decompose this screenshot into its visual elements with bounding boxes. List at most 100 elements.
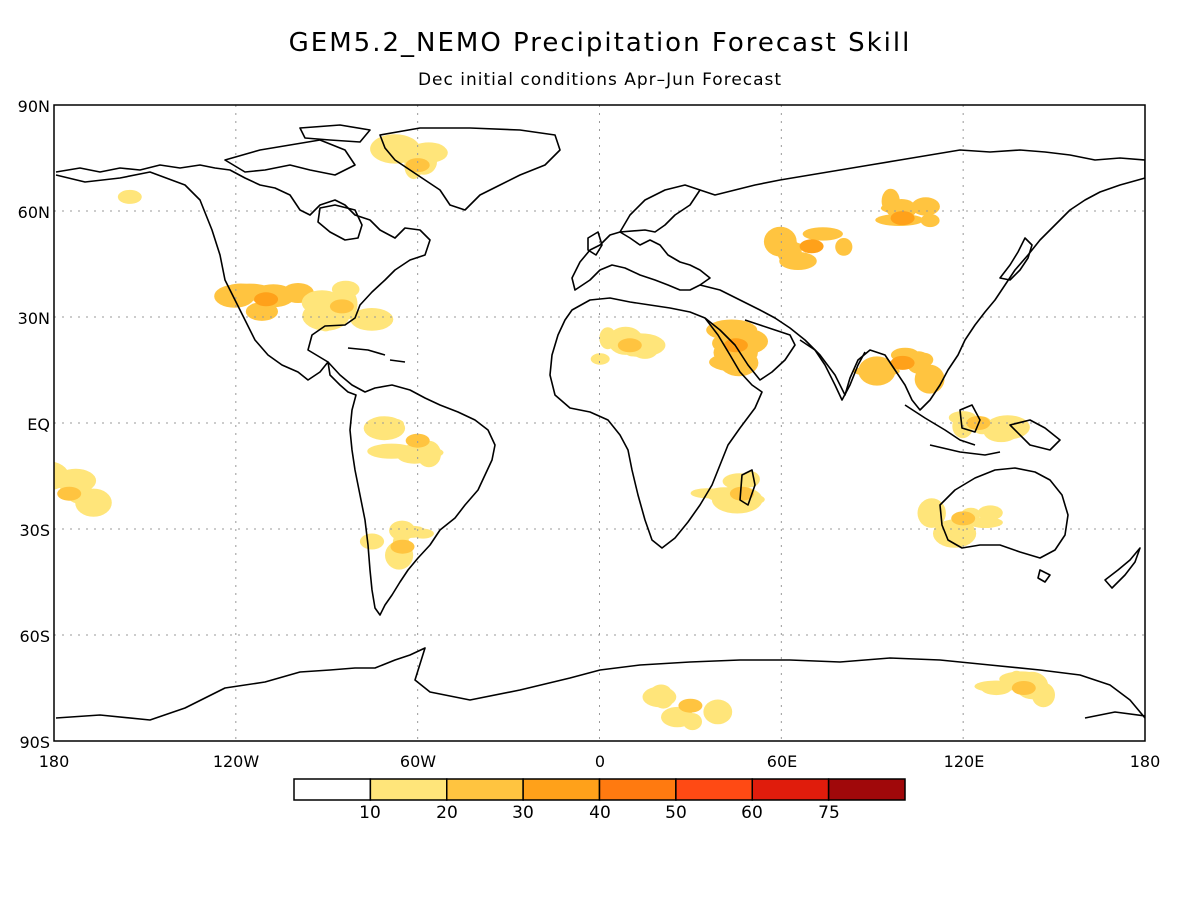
latitude-labels: 90N 60N 30N EQ 30S 60S 90S [18, 97, 50, 752]
europe-coast [571, 231, 711, 291]
skill-patch-core [329, 299, 354, 314]
arctic-islands-coast [224, 139, 356, 176]
madagascar-coast [739, 469, 756, 506]
lon-label: 120W [213, 752, 260, 771]
lon-label: 60E [767, 752, 797, 771]
skill-patch [719, 349, 759, 377]
skill-patch-core [799, 239, 824, 254]
skill-patch [977, 505, 1003, 521]
skill-patch [914, 364, 945, 394]
skill-patch-core [405, 158, 430, 173]
new-zealand-coast [1104, 547, 1141, 589]
colorbar-label: 10 [359, 803, 381, 823]
lat-label: 30S [19, 521, 50, 540]
colorbar-swatch [827, 778, 906, 801]
skill-patch [385, 418, 404, 430]
skill-patch [967, 517, 1003, 528]
colorbar-label: 60 [741, 803, 763, 823]
skill-patch [317, 314, 334, 332]
colorbar-swatch [751, 778, 830, 801]
maritime-continent-coast [904, 404, 976, 446]
australia-coast [939, 467, 1069, 559]
skill-patch [1031, 682, 1055, 708]
skill-patch [914, 352, 934, 367]
skill-patch [920, 213, 940, 228]
lon-label: 120E [944, 752, 985, 771]
skill-patch [917, 498, 946, 528]
skill-patch [590, 353, 610, 365]
skill-patch [359, 533, 385, 550]
lon-label: 180 [1130, 752, 1161, 771]
asia-coast [699, 149, 1145, 411]
page-title: GEM5.2_NEMO Precipitation Forecast Skill [288, 28, 912, 58]
colorbar-label: 40 [589, 803, 611, 823]
skill-patch [835, 238, 853, 256]
scandinavia-coast [619, 184, 701, 233]
hudson-bay-coast [317, 204, 363, 241]
gridlines [54, 105, 1145, 741]
skill-patch [703, 699, 733, 725]
lat-label: EQ [27, 415, 50, 434]
colorbar-label: 50 [665, 803, 687, 823]
colorbar-swatch [675, 778, 754, 801]
skill-patch-core [617, 338, 642, 353]
skill-patch [943, 525, 976, 538]
skill-patch-core [951, 511, 976, 526]
page-subtitle: Dec initial conditions Apr–Jun Forecast [417, 70, 783, 90]
north-america-coast [55, 164, 431, 381]
skill-patch [55, 468, 97, 493]
map-frame [53, 104, 1146, 742]
lon-label: 60W [400, 752, 436, 771]
lat-label: 60N [18, 203, 50, 222]
skill-patch [397, 446, 444, 460]
lon-label: 0 [595, 752, 605, 771]
skill-patch-core [729, 486, 754, 501]
colorbar-swatch [369, 778, 448, 801]
skill-patch [779, 252, 817, 270]
skill-patch [245, 302, 278, 321]
skill-patch [54, 485, 55, 489]
skill-patch-core [890, 211, 915, 226]
greenland-coast [379, 127, 561, 211]
skill-shading [25, 134, 1055, 731]
colorbar-swatch [446, 778, 524, 801]
colorbar-labels: 10 20 30 40 50 60 75 [359, 803, 840, 823]
skill-patch-core [117, 189, 142, 204]
coastlines [55, 124, 1145, 721]
skill-patch-core [1011, 681, 1036, 695]
skill-patch-core [405, 433, 430, 448]
skill-patch [350, 308, 394, 331]
japan-coast [999, 237, 1033, 281]
colorbar-swatch [598, 778, 677, 801]
longitude-labels: 180 120W 60W 0 60E 120E 180 [39, 752, 1161, 771]
skill-patch-core [678, 698, 703, 713]
colorbar-label: 20 [436, 803, 458, 823]
skill-patch-core [390, 539, 415, 554]
colorbar-label: 75 [818, 803, 840, 823]
lat-label: 30N [18, 309, 50, 328]
skill-patch-core [57, 486, 82, 501]
india-coast [799, 339, 866, 401]
skill-patch-core [254, 292, 279, 307]
south-america-coast [327, 361, 496, 616]
lat-label: 60S [19, 627, 50, 646]
skill-patch [228, 283, 271, 297]
colorbar-label: 30 [512, 803, 534, 823]
lon-label: 180 [39, 752, 70, 771]
antarctica-coast [55, 647, 1145, 721]
skill-patch [411, 142, 448, 163]
skill-patch [653, 690, 674, 709]
colorbar [293, 778, 906, 801]
skill-patch-core [890, 355, 915, 370]
colorbar-swatch [293, 778, 372, 801]
uk-coast [587, 231, 603, 256]
colorbar-swatch [522, 778, 601, 801]
skill-patch [25, 476, 45, 493]
skill-patch [858, 356, 896, 386]
arabian-peninsula-coast [704, 317, 796, 381]
lat-label: 90S [19, 733, 50, 752]
lat-label: 90N [18, 97, 50, 116]
skill-patch [802, 227, 843, 241]
skill-patch [974, 680, 1018, 692]
